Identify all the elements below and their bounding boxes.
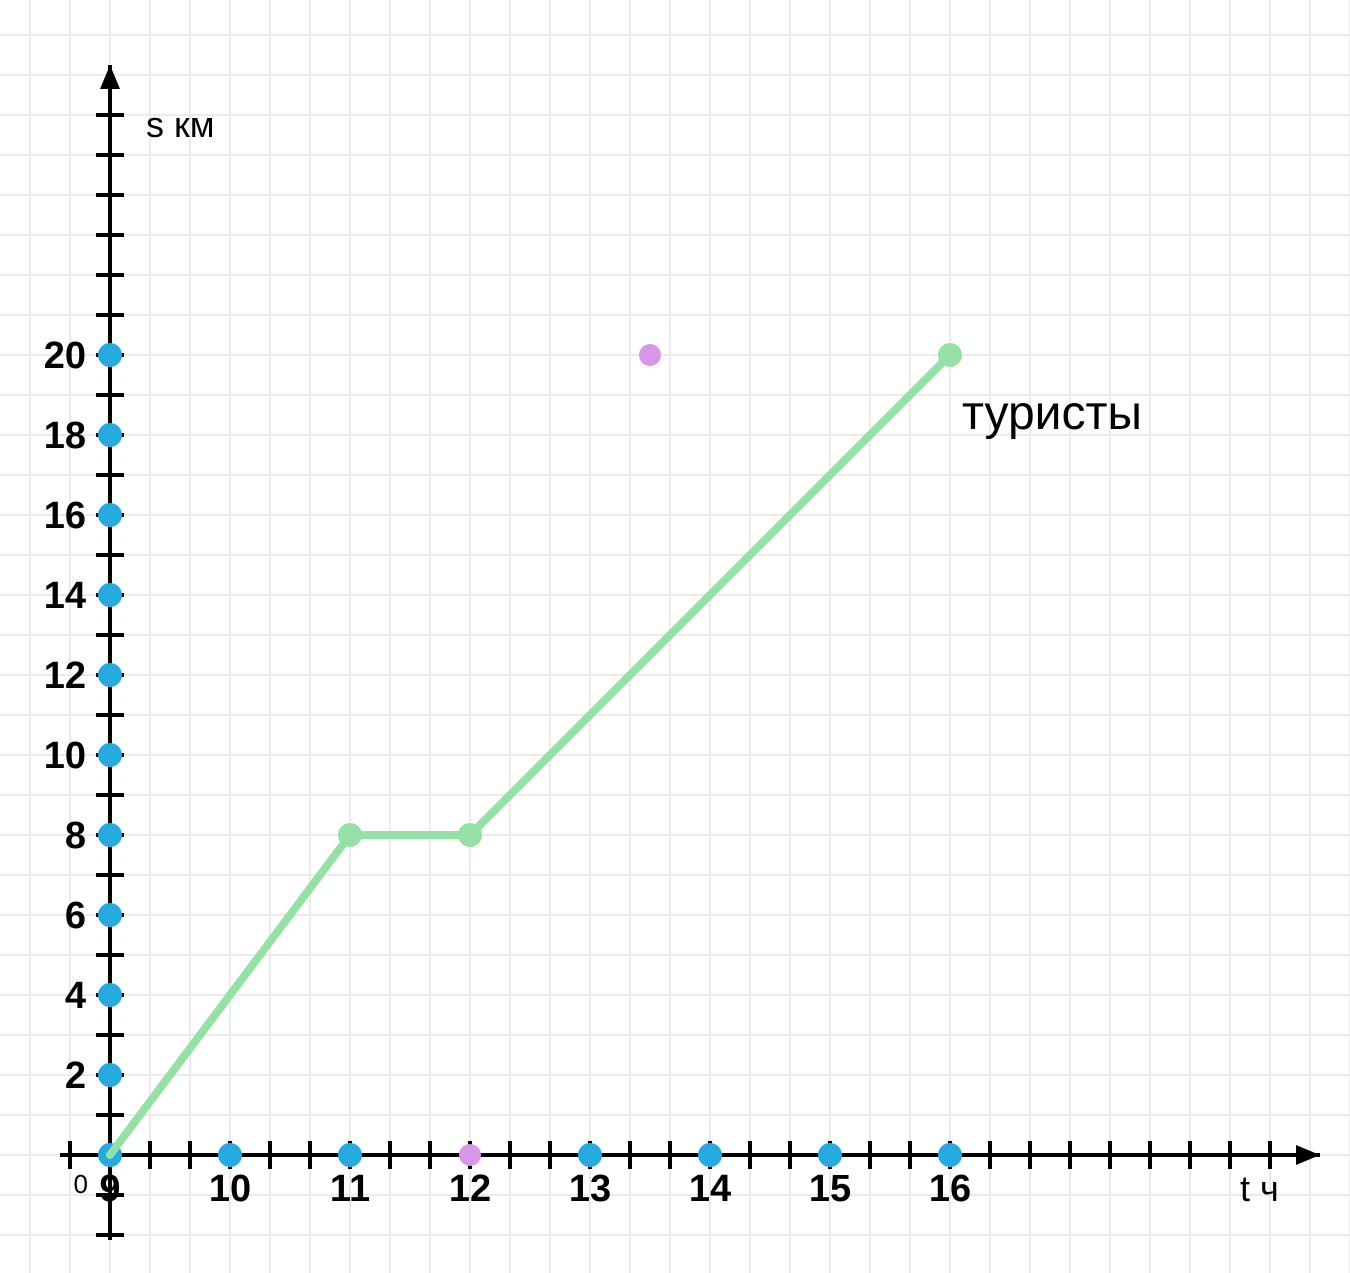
x-tick-label: 12 <box>449 1168 491 1210</box>
series-label: туристы <box>962 387 1142 440</box>
y-tick-label: 10 <box>44 735 86 777</box>
y-tick-label: 8 <box>65 815 86 857</box>
y-tick-label: 14 <box>44 575 86 617</box>
y-axis-label: s км <box>146 104 215 145</box>
y-tick-label: 18 <box>44 415 86 457</box>
x-tick-label: 16 <box>929 1168 971 1210</box>
y-tick-label: 12 <box>44 655 86 697</box>
x-axis-label: t ч <box>1240 1168 1279 1209</box>
y-tick-label: 16 <box>44 495 86 537</box>
y-tick-label: 4 <box>65 975 86 1017</box>
origin-label: 0 <box>74 1169 88 1199</box>
y-tick-label: 6 <box>65 895 86 937</box>
x-tick-label: 15 <box>809 1168 851 1210</box>
y-tick-label: 20 <box>44 335 86 377</box>
y-tick-label: 2 <box>65 1055 86 1097</box>
x-tick-label: 11 <box>330 1168 370 1210</box>
x-tick-label: 13 <box>569 1168 611 1210</box>
x-tick-label: 14 <box>689 1168 731 1210</box>
line-chart: 9 10 11 12 13 14 15 16 2 4 6 8 10 12 14 16 18 20 0 s км t ч т… <box>0 0 1350 1273</box>
x-tick-label: 10 <box>209 1168 251 1210</box>
x-tick-label: 9 <box>99 1168 120 1210</box>
